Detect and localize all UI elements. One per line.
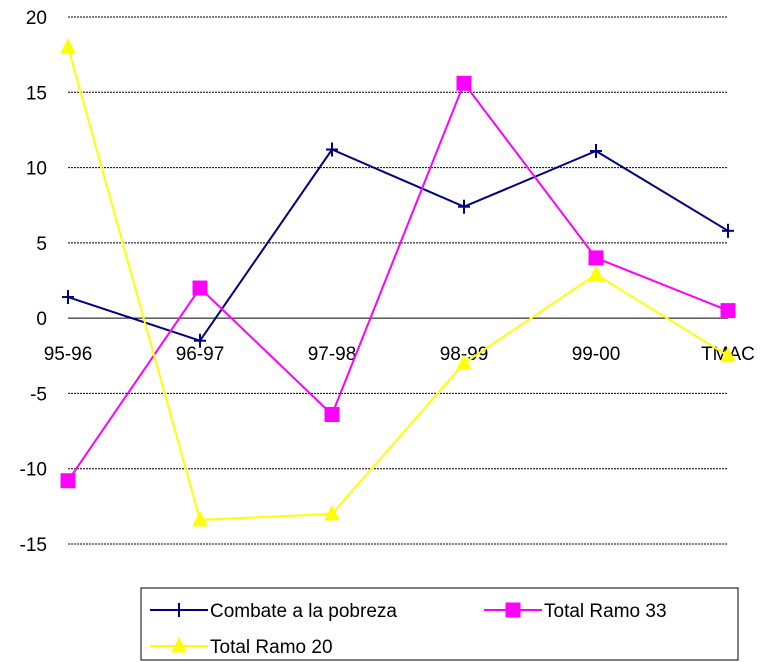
data-point [62, 290, 74, 305]
legend-label: Total Ramo 33 [544, 601, 667, 622]
legend-label: Combate a la pobreza [210, 601, 397, 622]
legend-marker [505, 602, 521, 618]
data-point [588, 250, 604, 266]
data-point [456, 75, 472, 91]
data-point [60, 473, 76, 489]
y-tick-label: 10 [26, 159, 47, 180]
data-point [192, 510, 208, 527]
legend-item-total-ramo-33: Total Ramo 33 [484, 601, 667, 622]
series-line [67, 81, 729, 482]
series-group [60, 37, 736, 527]
data-point [326, 142, 338, 157]
y-tick-label: 15 [26, 83, 47, 104]
y-tick-label: 5 [36, 234, 47, 255]
gridlines [68, 16, 728, 545]
y-tick-label: 0 [36, 309, 47, 330]
y-axis-tick-labels: 20 15 10 5 0 -5 -10 -15 [20, 8, 47, 556]
data-point [588, 265, 604, 281]
series-line [67, 148, 729, 342]
data-point [720, 303, 736, 319]
data-point [324, 407, 340, 423]
x-tick-label: 99-00 [572, 344, 621, 365]
y-tick-label: -5 [30, 384, 47, 405]
data-point [324, 504, 340, 521]
data-point [192, 280, 208, 296]
series-total-ramo-20 [60, 37, 736, 527]
y-tick-label: -15 [20, 535, 47, 556]
data-point [722, 223, 734, 238]
data-point [720, 346, 736, 363]
legend-item-total-ramo-20: Total Ramo 20 [150, 636, 333, 658]
series-line [67, 46, 729, 521]
data-point [194, 333, 206, 348]
series-total-ramo-33 [60, 75, 736, 489]
legend: Combate a la pobreza Total Ramo 33 Total R… [140, 587, 739, 661]
legend-box [140, 587, 739, 661]
data-point [458, 199, 470, 214]
data-point [60, 37, 76, 54]
series-combate-a-la-pobreza [62, 142, 734, 348]
y-tick-label: 20 [26, 8, 47, 29]
legend-marker [173, 603, 185, 617]
legend-item-combate-a-la-pobreza: Combate a la pobreza [150, 601, 397, 622]
legend-marker [171, 636, 187, 653]
x-tick-label: 97-98 [308, 344, 357, 365]
y-tick-label: -10 [20, 460, 47, 481]
x-tick-label: 95-96 [44, 344, 93, 365]
data-point [590, 144, 602, 159]
legend-label: Total Ramo 20 [210, 637, 333, 658]
data-point [456, 354, 472, 370]
x-tick-label: 96-97 [176, 344, 225, 365]
